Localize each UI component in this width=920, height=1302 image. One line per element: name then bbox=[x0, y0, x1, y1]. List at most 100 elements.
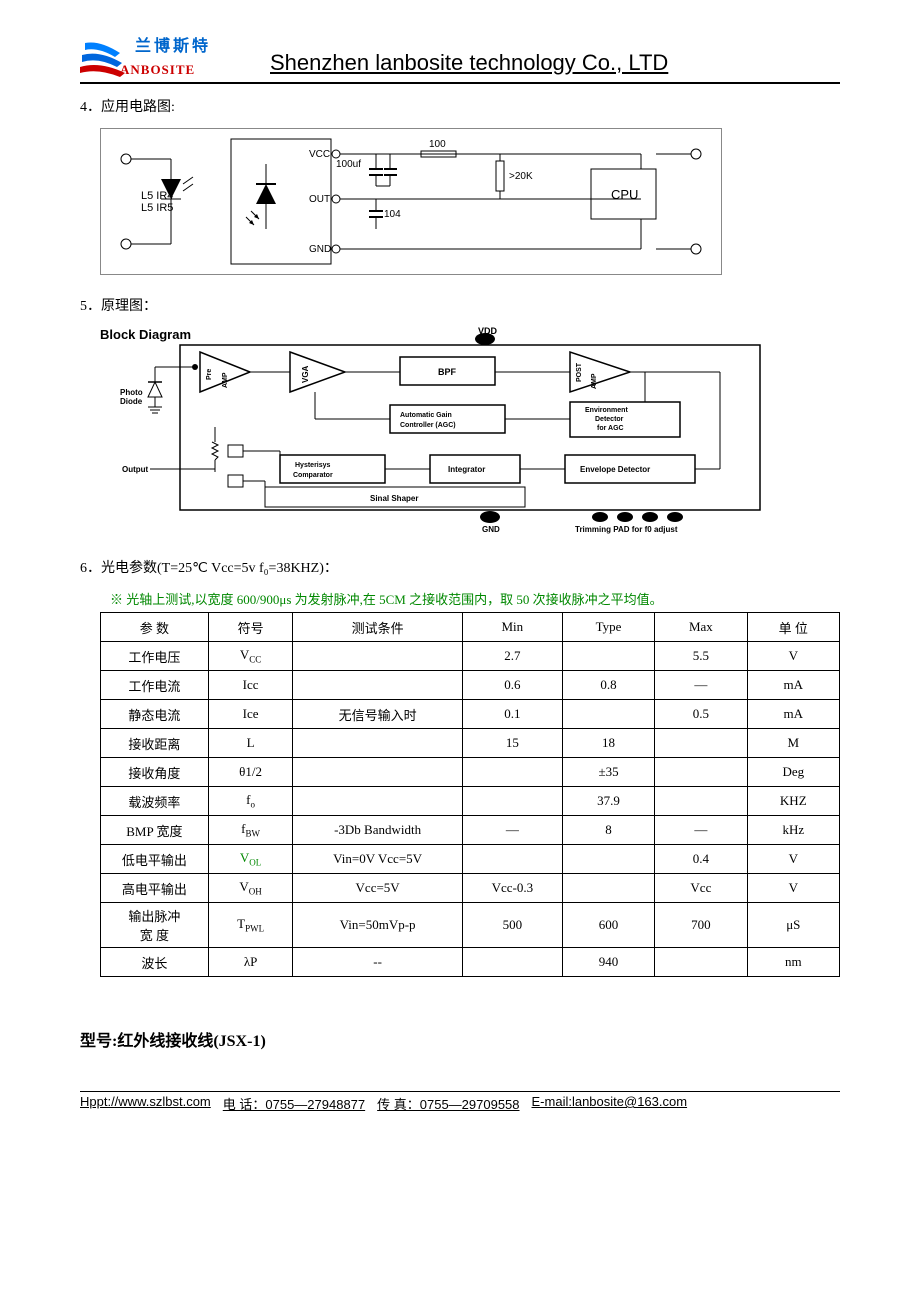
section-4-title: 4．应用电路图: bbox=[80, 96, 840, 116]
svg-text:for AGC: for AGC bbox=[597, 425, 624, 432]
svg-text:L5 IR5: L5 IR5 bbox=[141, 202, 173, 214]
svg-text:CPU: CPU bbox=[611, 187, 638, 202]
cell-param: 波长 bbox=[101, 948, 209, 977]
cell-symbol: λP bbox=[208, 948, 293, 977]
svg-text:VGA: VGA bbox=[301, 365, 310, 383]
cell-min: 2.7 bbox=[462, 642, 562, 671]
cell-min: 500 bbox=[462, 903, 562, 948]
table-row: BMP 宽度fBW-3Db Bandwidth—8—kHz bbox=[101, 816, 840, 845]
cell-cond bbox=[293, 787, 462, 816]
logo-text-cn: 兰博斯特 bbox=[135, 32, 211, 56]
circuit-svg: L5 IR4 L5 IR5 VCC OUT GND bbox=[101, 129, 721, 274]
table-row: 接收角度θ1/2±35Deg bbox=[101, 758, 840, 787]
svg-text:OUT: OUT bbox=[309, 194, 330, 205]
th-min: Min bbox=[462, 613, 562, 642]
cell-max bbox=[655, 758, 747, 787]
cell-max: — bbox=[655, 816, 747, 845]
cell-max bbox=[655, 787, 747, 816]
cell-unit: KHZ bbox=[747, 787, 839, 816]
svg-text:Automatic Gain: Automatic Gain bbox=[400, 412, 452, 419]
table-row: 工作电压VCC2.75.5V bbox=[101, 642, 840, 671]
cell-max: Vcc bbox=[655, 874, 747, 903]
cell-param: 输出脉冲宽 度 bbox=[101, 903, 209, 948]
cell-unit: kHz bbox=[747, 816, 839, 845]
table-row: 输出脉冲宽 度TPWLVin=50mVp-p500600700μS bbox=[101, 903, 840, 948]
cell-cond bbox=[293, 671, 462, 700]
test-note: ※ 光轴上测试,以宽度 600/900μs 为发射脉冲,在 5CM 之接收范围内… bbox=[110, 589, 840, 608]
svg-text:>20K: >20K bbox=[509, 171, 533, 182]
cell-symbol: VCC bbox=[208, 642, 293, 671]
svg-text:GND: GND bbox=[309, 244, 331, 255]
cell-symbol: fBW bbox=[208, 816, 293, 845]
block-diagram-svg: VDD Photo Diode Pre AMP VGA BPF bbox=[100, 327, 780, 537]
svg-text:Trimming PAD for f0 adjust: Trimming PAD for f0 adjust bbox=[575, 525, 678, 534]
svg-text:Sinal Shaper: Sinal Shaper bbox=[370, 494, 418, 503]
cell-typ bbox=[562, 874, 654, 903]
cell-symbol: VOH bbox=[208, 874, 293, 903]
cell-unit: mA bbox=[747, 700, 839, 729]
svg-text:104: 104 bbox=[384, 209, 401, 220]
svg-text:Photo: Photo bbox=[120, 388, 143, 397]
cell-unit: M bbox=[747, 729, 839, 758]
th-symbol: 符号 bbox=[208, 613, 293, 642]
cell-cond: Vin=50mVp-p bbox=[293, 903, 462, 948]
table-row: 低电平输出VOLVin=0V Vcc=5V0.4V bbox=[101, 845, 840, 874]
company-logo: 兰博斯特 ANBOSITE bbox=[80, 30, 240, 80]
parameters-table: 参 数 符号 测试条件 Min Type Max 单 位 工作电压VCC2.75… bbox=[100, 612, 840, 977]
cell-cond: 无信号输入时 bbox=[293, 700, 462, 729]
th-type: Type bbox=[562, 613, 654, 642]
cell-cond bbox=[293, 729, 462, 758]
table-row: 静态电流Ice无信号输入时0.10.5mA bbox=[101, 700, 840, 729]
svg-text:Pre: Pre bbox=[206, 369, 213, 380]
table-header-row: 参 数 符号 测试条件 Min Type Max 单 位 bbox=[101, 613, 840, 642]
svg-text:BPF: BPF bbox=[438, 367, 457, 377]
logo-text-en: ANBOSITE bbox=[120, 62, 195, 78]
svg-text:VCC: VCC bbox=[309, 149, 330, 160]
cell-min bbox=[462, 948, 562, 977]
cell-param: BMP 宽度 bbox=[101, 816, 209, 845]
cell-cond: Vin=0V Vcc=5V bbox=[293, 845, 462, 874]
cell-unit: Deg bbox=[747, 758, 839, 787]
cell-typ bbox=[562, 700, 654, 729]
cell-unit: μS bbox=[747, 903, 839, 948]
cell-max: 700 bbox=[655, 903, 747, 948]
footer-email: E-mail:lanbosite@163.com bbox=[532, 1094, 688, 1113]
th-max: Max bbox=[655, 613, 747, 642]
cell-symbol: fo bbox=[208, 787, 293, 816]
cell-max: 0.4 bbox=[655, 845, 747, 874]
svg-text:Integrator: Integrator bbox=[448, 465, 485, 474]
svg-text:100: 100 bbox=[429, 139, 446, 150]
cell-symbol: L bbox=[208, 729, 293, 758]
svg-text:VDD: VDD bbox=[478, 327, 498, 336]
table-row: 波长λP-- 940 nm bbox=[101, 948, 840, 977]
cell-typ: 940 bbox=[562, 948, 654, 977]
cell-max: 0.5 bbox=[655, 700, 747, 729]
table-row: 载波频率fo37.9KHZ bbox=[101, 787, 840, 816]
footer-fax: 传 真：0755—29709558 bbox=[377, 1094, 519, 1113]
cell-max: — bbox=[655, 671, 747, 700]
cell-symbol: TPWL bbox=[208, 903, 293, 948]
cell-min: — bbox=[462, 816, 562, 845]
cell-unit: mA bbox=[747, 671, 839, 700]
cell-min bbox=[462, 758, 562, 787]
svg-text:Detector: Detector bbox=[595, 416, 624, 423]
cell-symbol: Icc bbox=[208, 671, 293, 700]
cell-param: 接收距离 bbox=[101, 729, 209, 758]
svg-text:Output: Output bbox=[122, 465, 149, 474]
cell-min: 0.6 bbox=[462, 671, 562, 700]
cell-typ: 37.9 bbox=[562, 787, 654, 816]
cell-unit: nm bbox=[747, 948, 839, 977]
svg-text:Envelope Detector: Envelope Detector bbox=[580, 465, 650, 474]
th-param: 参 数 bbox=[101, 613, 209, 642]
block-diagram: Block Diagram VDD Photo Diode Pre AMP bbox=[100, 327, 780, 537]
cell-max bbox=[655, 729, 747, 758]
cell-min bbox=[462, 787, 562, 816]
cell-unit: V bbox=[747, 874, 839, 903]
cell-typ: 8 bbox=[562, 816, 654, 845]
cell-symbol: VOL bbox=[208, 845, 293, 874]
cell-unit: V bbox=[747, 642, 839, 671]
cell-cond: -- bbox=[293, 948, 462, 977]
company-name: Shenzhen lanbosite technology Co., LTD bbox=[270, 50, 840, 80]
section-5-title: 5．原理图： bbox=[80, 295, 840, 315]
table-row: 接收距离L1518M bbox=[101, 729, 840, 758]
